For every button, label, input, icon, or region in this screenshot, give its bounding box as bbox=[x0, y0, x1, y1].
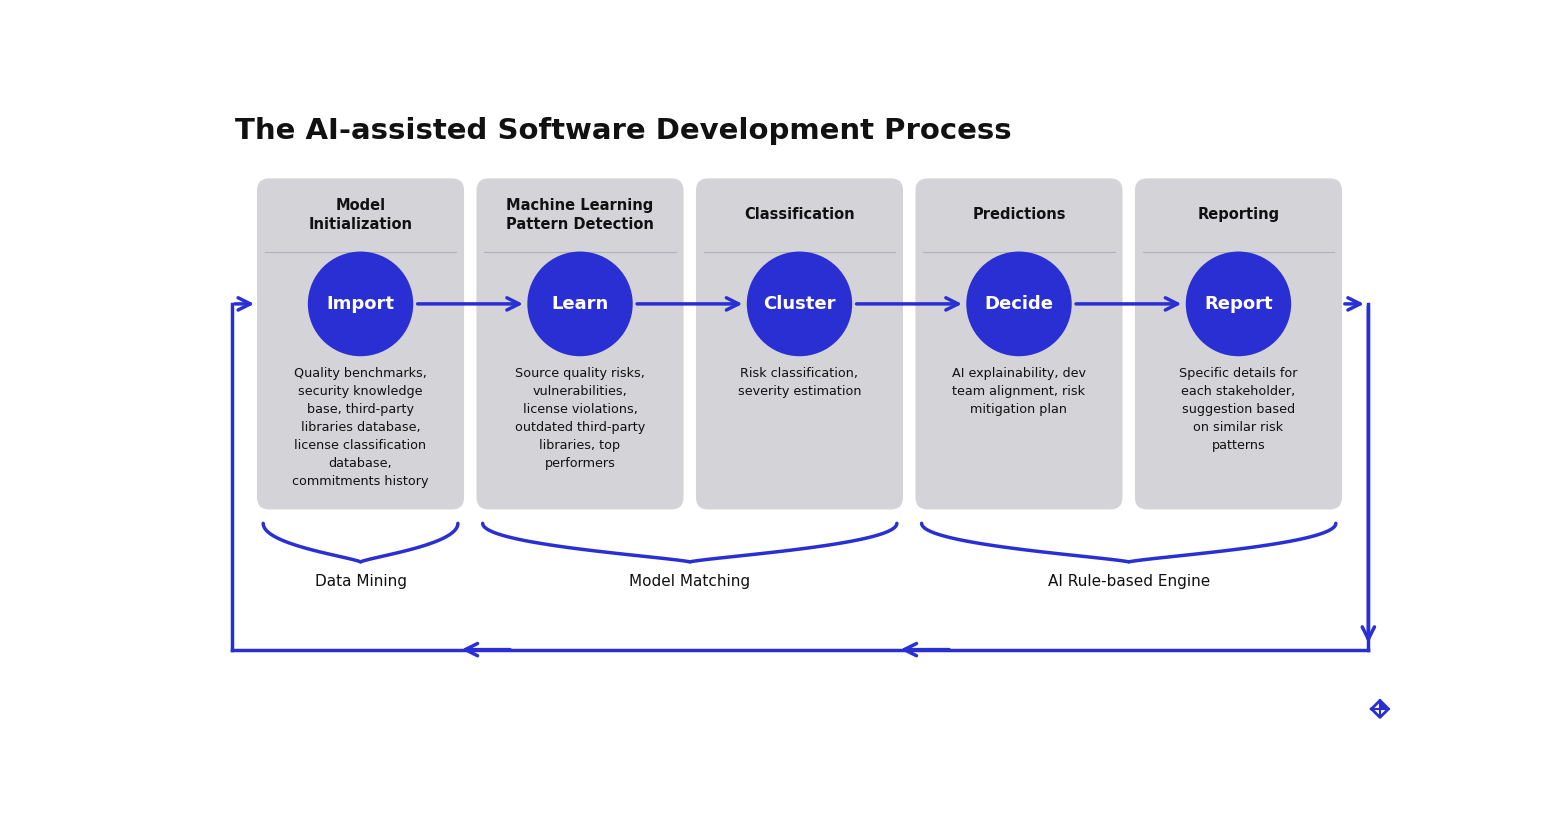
FancyBboxPatch shape bbox=[696, 178, 903, 509]
Text: Import: Import bbox=[326, 295, 395, 313]
Text: Decide: Decide bbox=[984, 295, 1053, 313]
Polygon shape bbox=[1381, 701, 1388, 709]
FancyBboxPatch shape bbox=[1136, 178, 1342, 509]
Text: Classification: Classification bbox=[744, 207, 855, 222]
Circle shape bbox=[966, 251, 1072, 356]
Text: Source quality risks,
vulnerabilities,
license violations,
outdated third-party
: Source quality risks, vulnerabilities, l… bbox=[515, 367, 646, 470]
Text: Reporting: Reporting bbox=[1198, 207, 1279, 222]
Circle shape bbox=[747, 251, 852, 356]
Circle shape bbox=[307, 251, 413, 356]
Text: Cluster: Cluster bbox=[763, 295, 836, 313]
FancyBboxPatch shape bbox=[476, 178, 683, 509]
FancyBboxPatch shape bbox=[916, 178, 1123, 509]
Text: Specific details for
each stakeholder,
suggestion based
on similar risk
patterns: Specific details for each stakeholder, s… bbox=[1179, 367, 1298, 452]
Text: Risk classification,
severity estimation: Risk classification, severity estimation bbox=[738, 367, 861, 398]
Text: Model
Initialization: Model Initialization bbox=[309, 198, 412, 232]
Text: Model Matching: Model Matching bbox=[629, 574, 750, 589]
Circle shape bbox=[1186, 251, 1292, 356]
Circle shape bbox=[527, 251, 633, 356]
Text: Predictions: Predictions bbox=[972, 207, 1065, 222]
Text: Machine Learning
Pattern Detection: Machine Learning Pattern Detection bbox=[505, 198, 654, 232]
Text: Data Mining: Data Mining bbox=[315, 574, 407, 589]
Text: AI Rule-based Engine: AI Rule-based Engine bbox=[1048, 574, 1211, 589]
FancyBboxPatch shape bbox=[257, 178, 463, 509]
Text: Learn: Learn bbox=[551, 295, 608, 313]
Text: Quality benchmarks,
security knowledge
base, third-party
libraries database,
lic: Quality benchmarks, security knowledge b… bbox=[292, 367, 429, 488]
Text: The AI-assisted Software Development Process: The AI-assisted Software Development Pro… bbox=[236, 116, 1012, 145]
Text: Report: Report bbox=[1204, 295, 1273, 313]
Text: AI explainability, dev
team alignment, risk
mitigation plan: AI explainability, dev team alignment, r… bbox=[952, 367, 1086, 416]
